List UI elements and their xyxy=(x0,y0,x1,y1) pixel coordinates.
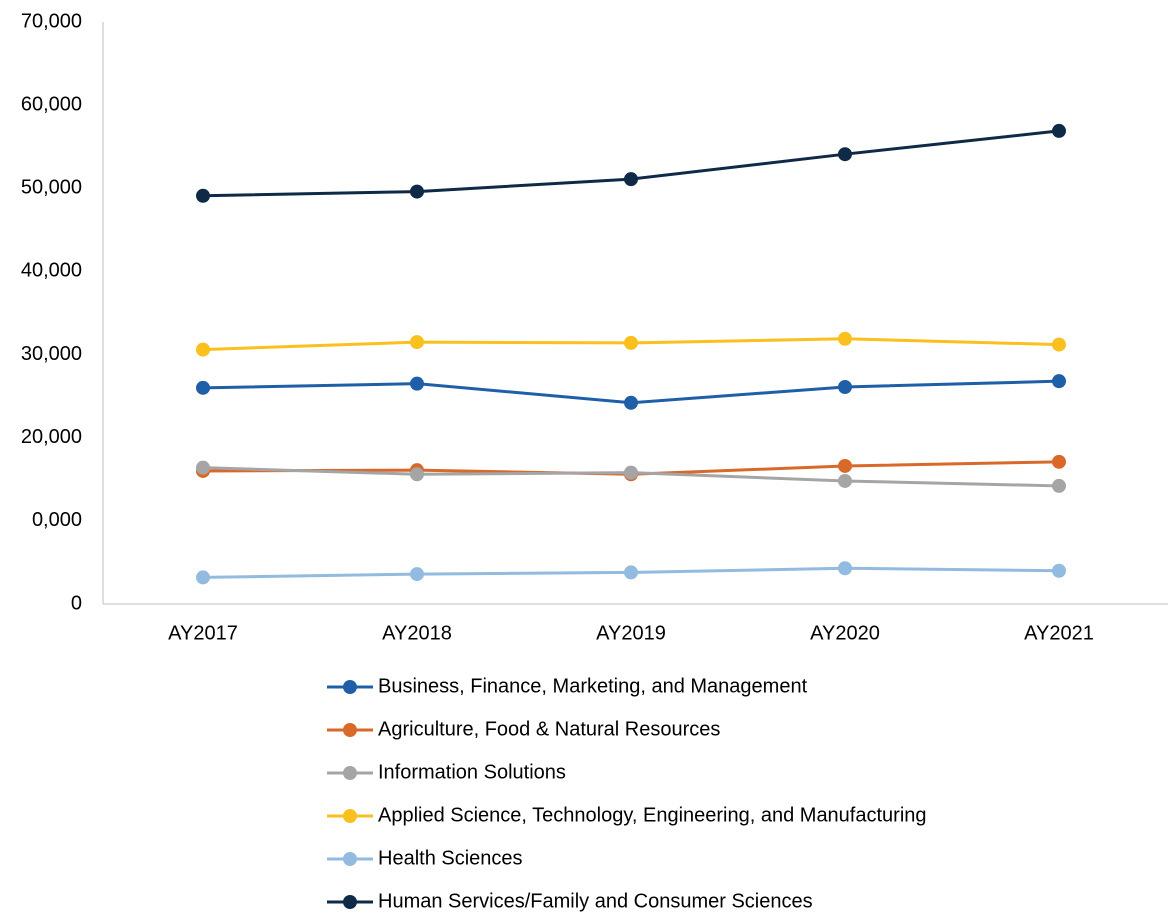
data-point xyxy=(410,467,424,482)
data-point xyxy=(838,458,852,473)
x-tick-label: AY2017 xyxy=(168,622,238,644)
x-tick-label: AY2020 xyxy=(810,622,880,644)
x-tick-label: AY2021 xyxy=(1024,622,1094,644)
data-point xyxy=(410,567,424,582)
data-point xyxy=(1052,563,1066,578)
data-point xyxy=(410,335,424,350)
legend-marker xyxy=(343,723,357,737)
data-point xyxy=(624,172,638,187)
y-tick-label: 50,000 xyxy=(21,177,82,199)
data-point xyxy=(624,335,638,350)
data-point xyxy=(410,376,424,391)
legend-marker xyxy=(343,680,357,694)
data-point xyxy=(838,561,852,576)
legend-label: Agriculture, Food & Natural Resources xyxy=(378,718,720,740)
y-tick-label: 0 xyxy=(71,592,82,614)
data-point xyxy=(838,147,852,162)
legend-marker xyxy=(343,766,357,780)
data-point xyxy=(838,331,852,346)
data-point xyxy=(196,188,210,203)
legend-label: Human Services/Family and Consumer Scien… xyxy=(378,890,813,912)
legend-marker xyxy=(343,895,357,909)
data-point xyxy=(196,342,210,357)
y-tick-label: 20,000 xyxy=(21,426,82,448)
data-point xyxy=(1052,374,1066,389)
data-point xyxy=(196,460,210,475)
legend-marker xyxy=(343,809,357,823)
y-tick-label: 30,000 xyxy=(21,343,82,365)
legend-label: Business, Finance, Marketing, and Manage… xyxy=(378,675,808,697)
legend-label: Health Sciences xyxy=(378,847,523,869)
data-point xyxy=(1052,123,1066,138)
data-point xyxy=(196,570,210,585)
legend-label: Applied Science, Technology, Engineering… xyxy=(378,804,927,826)
data-point xyxy=(838,379,852,394)
y-tick-label: 70,000 xyxy=(21,10,82,32)
y-tick-label: 60,000 xyxy=(21,93,82,115)
data-point xyxy=(1052,478,1066,493)
data-point xyxy=(624,395,638,410)
x-tick-label: AY2019 xyxy=(596,622,666,644)
data-point xyxy=(1052,454,1066,469)
data-point xyxy=(624,465,638,480)
data-point xyxy=(624,565,638,580)
data-point xyxy=(1052,337,1066,352)
data-point xyxy=(196,380,210,395)
x-tick-label: AY2018 xyxy=(382,622,452,644)
legend-label: Information Solutions xyxy=(378,761,566,783)
y-tick-label: 0,000 xyxy=(32,509,82,531)
data-point xyxy=(410,184,424,199)
legend-marker xyxy=(343,852,357,866)
y-tick-label: 40,000 xyxy=(21,260,82,282)
data-point xyxy=(838,473,852,488)
